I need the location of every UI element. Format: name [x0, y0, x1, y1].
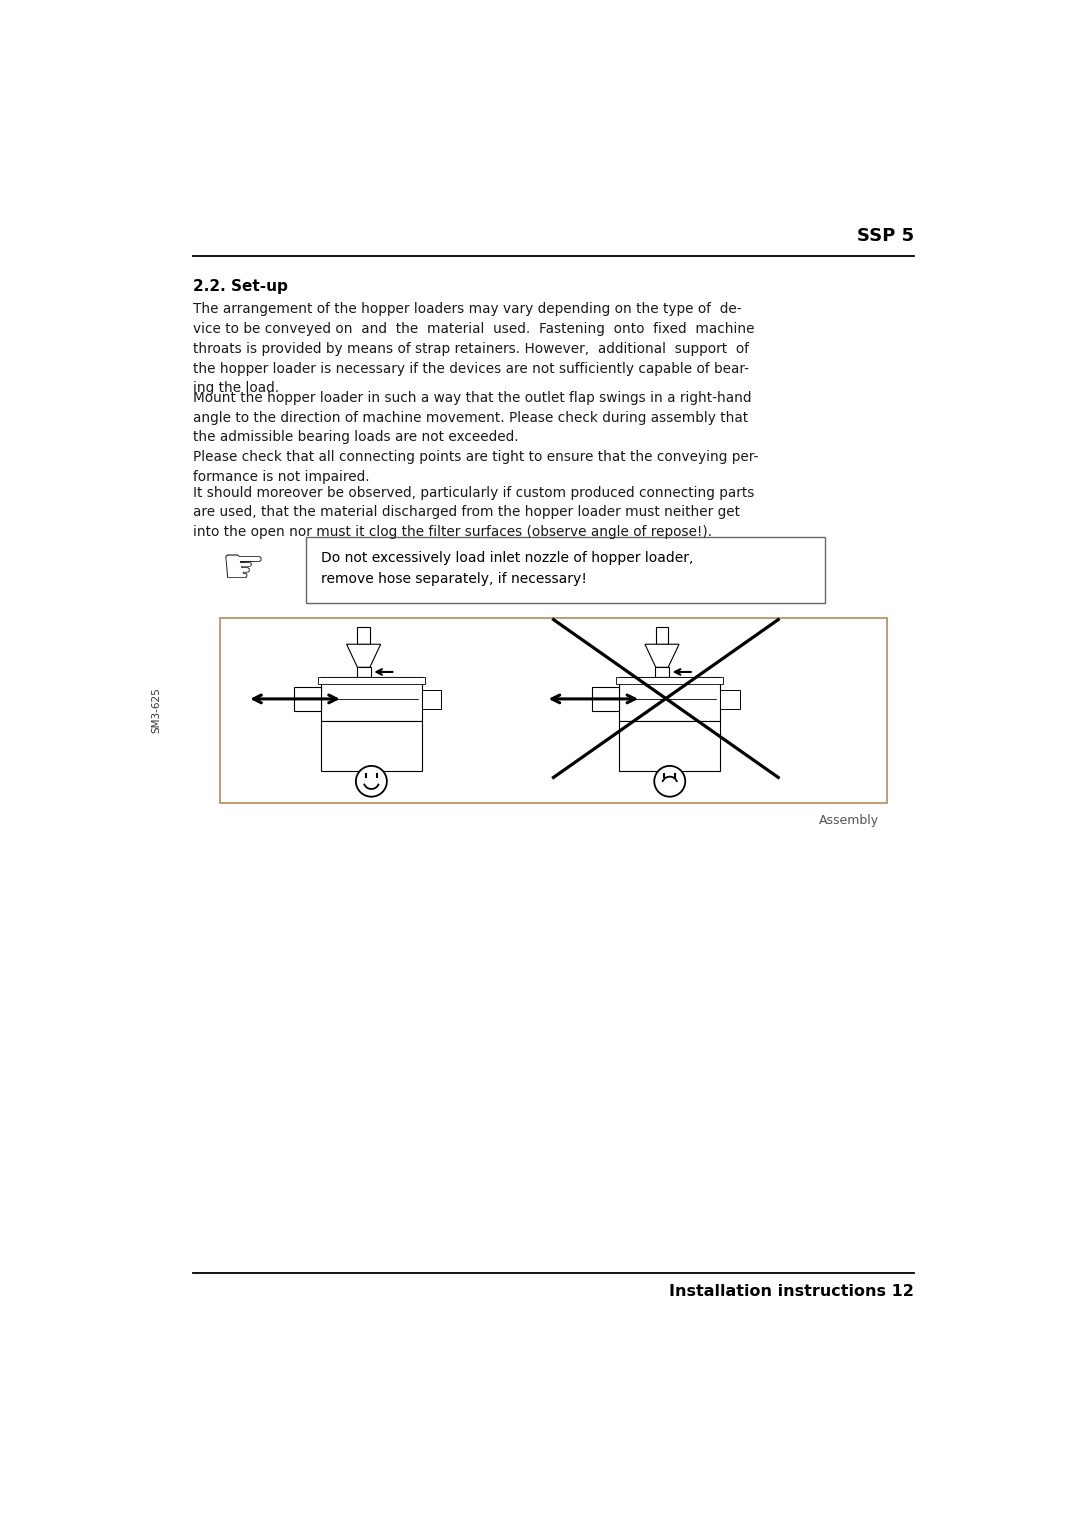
- Polygon shape: [347, 644, 380, 668]
- Bar: [356, 668, 370, 677]
- Text: The arrangement of the hopper loaders may vary depending on the type of  de-
vic: The arrangement of the hopper loaders ma…: [193, 302, 755, 395]
- Text: Mount the hopper loader in such a way that the outlet flap swings in a right-han: Mount the hopper loader in such a way th…: [193, 390, 752, 444]
- Bar: [220, 618, 887, 802]
- Bar: [656, 668, 669, 677]
- Text: Installation instructions 12: Installation instructions 12: [669, 1284, 914, 1299]
- Bar: [321, 677, 422, 721]
- Bar: [720, 689, 740, 709]
- Text: 2.2. Set-up: 2.2. Set-up: [193, 279, 288, 294]
- Bar: [321, 721, 422, 772]
- Circle shape: [654, 766, 685, 796]
- Bar: [422, 689, 441, 709]
- Text: SM3-625: SM3-625: [151, 688, 162, 734]
- Bar: [656, 627, 669, 644]
- Bar: [619, 677, 720, 721]
- Text: It should moreover be observed, particularly if custom produced connecting parts: It should moreover be observed, particul…: [193, 485, 755, 538]
- Bar: [619, 721, 720, 772]
- Text: Please check that all connecting points are tight to ensure that the conveying p: Please check that all connecting points …: [193, 450, 758, 483]
- Bar: [318, 677, 424, 685]
- Text: SSP 5: SSP 5: [856, 227, 914, 244]
- Polygon shape: [645, 644, 679, 668]
- Text: Assembly: Assembly: [819, 814, 879, 828]
- Bar: [592, 686, 619, 711]
- Bar: [294, 686, 321, 711]
- Bar: [617, 677, 724, 685]
- Circle shape: [356, 766, 387, 796]
- Text: Do not excessively load inlet nozzle of hopper loader,
remove hose separately, i: Do not excessively load inlet nozzle of …: [321, 551, 693, 586]
- Bar: [306, 537, 825, 602]
- Bar: [357, 627, 369, 644]
- Text: ☞: ☞: [221, 546, 266, 593]
